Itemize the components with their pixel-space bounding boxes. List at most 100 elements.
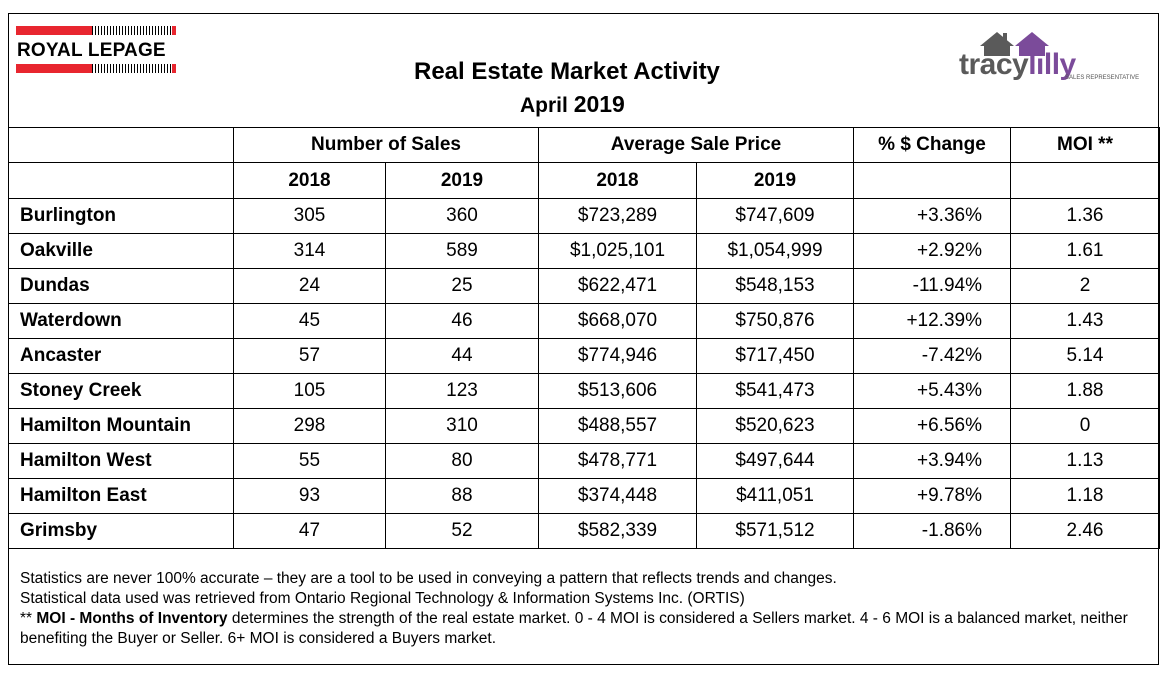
sales-2019: 80	[385, 443, 539, 479]
price-2018: $374,448	[538, 478, 697, 514]
sales-2019: 88	[385, 478, 539, 514]
sales-2018: 105	[233, 373, 386, 409]
percent-change: +12.39%	[853, 303, 1011, 339]
sales-2018: 314	[233, 233, 386, 269]
header-moi: MOI **	[1010, 127, 1160, 163]
header-year: 2019	[385, 162, 539, 199]
price-2019: $520,623	[696, 408, 854, 444]
logo-tagline: SALES REPRESENTATIVE	[1065, 75, 1140, 81]
percent-change: +5.43%	[853, 373, 1011, 409]
price-2018: $668,070	[538, 303, 697, 339]
table-row: Hamilton East 93 88 $374,448 $411,051 +9.78% 1…	[8, 478, 1160, 514]
header-percent-change: % $ Change	[853, 127, 1011, 163]
market-activity-table: Number of Sales Average Sale Price % $ C…	[8, 127, 1160, 549]
moi-value: 0	[1010, 408, 1160, 444]
price-2018: $723,289	[538, 198, 697, 234]
year-blank	[8, 162, 234, 199]
sales-2019: 46	[385, 303, 539, 339]
percent-change: +6.56%	[853, 408, 1011, 444]
subtitle-month: April	[520, 94, 568, 117]
logo-word-2: lilly	[1028, 48, 1076, 81]
town-name: Dundas	[8, 268, 234, 304]
table-row: Hamilton West 55 80 $478,771 $497,644 +3.94% 1…	[8, 443, 1160, 479]
percent-change: -1.86%	[853, 513, 1011, 549]
moi-value: 1.18	[1010, 478, 1160, 514]
sales-2019: 123	[385, 373, 539, 409]
sales-2018: 305	[233, 198, 386, 234]
sales-2018: 57	[233, 338, 386, 374]
footnote-prefix: **	[20, 610, 37, 627]
page-title: Real Estate Market Activity	[414, 58, 720, 85]
town-name: Burlington	[8, 198, 234, 234]
sales-2019: 25	[385, 268, 539, 304]
percent-change: -7.42%	[853, 338, 1011, 374]
header-year: 2018	[233, 162, 386, 199]
table-row: Oakville 314 589 $1,025,101 $1,054,999 +2.92%…	[8, 233, 1160, 269]
sales-2018: 298	[233, 408, 386, 444]
price-2018: $478,771	[538, 443, 697, 479]
town-name: Hamilton East	[8, 478, 234, 514]
footnote-moi-term: MOI - Months of Inventory	[36, 610, 228, 627]
town-name: Oakville	[8, 233, 234, 269]
sales-2018: 45	[233, 303, 386, 339]
price-2018: $622,471	[538, 268, 697, 304]
town-name: Hamilton West	[8, 443, 234, 479]
price-2019: $497,644	[696, 443, 854, 479]
percent-change: +9.78%	[853, 478, 1011, 514]
year-blank	[853, 162, 1011, 199]
table-row: Stoney Creek 105 123 $513,606 $541,473 +5.43%…	[8, 373, 1160, 409]
header-number-of-sales: Number of Sales	[233, 127, 539, 163]
footnote-line: Statistics are never 100% accurate – the…	[20, 570, 837, 587]
table-row: Ancaster 57 44 $774,946 $717,450 -7.42% 5.14	[8, 338, 1160, 374]
moi-value: 2	[1010, 268, 1160, 304]
price-2019: $411,051	[696, 478, 854, 514]
moi-value: 5.14	[1010, 338, 1160, 374]
town-name: Waterdown	[8, 303, 234, 339]
percent-change: +3.36%	[853, 198, 1011, 234]
logo-barcode-top	[92, 26, 172, 35]
table-header-row: Number of Sales Average Sale Price % $ C…	[8, 127, 1160, 163]
logo-word-1: tracy	[959, 48, 1029, 81]
price-2019: $541,473	[696, 373, 854, 409]
price-2018: $582,339	[538, 513, 697, 549]
town-name: Grimsby	[8, 513, 234, 549]
footnote-line: Statistical data used was retrieved from…	[20, 590, 745, 607]
moi-value: 2.46	[1010, 513, 1160, 549]
moi-value: 1.61	[1010, 233, 1160, 269]
header-average-sale-price: Average Sale Price	[538, 127, 854, 163]
house-icon	[980, 32, 1049, 56]
subtitle-year: 2019	[573, 91, 625, 117]
sales-2019: 310	[385, 408, 539, 444]
price-2018: $513,606	[538, 373, 697, 409]
percent-change: +3.94%	[853, 443, 1011, 479]
price-2019: $717,450	[696, 338, 854, 374]
moi-value: 1.13	[1010, 443, 1160, 479]
table-row: Burlington 305 360 $723,289 $747,609 +3.36% 1.…	[8, 198, 1160, 234]
sales-2019: 52	[385, 513, 539, 549]
logo-wordmark: tracylilly	[959, 48, 1076, 82]
sales-2019: 44	[385, 338, 539, 374]
table-year-row: 2018 2019 2018 2019	[8, 162, 1160, 199]
table-row: Waterdown 45 46 $668,070 $750,876 +12.39% 1.43	[8, 303, 1160, 339]
table-row: Dundas 24 25 $622,471 $548,153 -11.94% 2	[8, 268, 1160, 304]
price-2018: $1,025,101	[538, 233, 697, 269]
footnote-moi-text: determines the strength of the real esta…	[20, 610, 1128, 647]
sales-2019: 360	[385, 198, 539, 234]
header-blank	[8, 127, 234, 163]
footnote-moi: ** MOI - Months of Inventory determines …	[20, 609, 1140, 649]
moi-value: 1.43	[1010, 303, 1160, 339]
sales-2018: 47	[233, 513, 386, 549]
town-name: Hamilton Mountain	[8, 408, 234, 444]
year-blank	[1010, 162, 1160, 199]
table-row: Hamilton Mountain 298 310 $488,557 $520,623 +…	[8, 408, 1160, 444]
header-year: 2019	[696, 162, 854, 199]
moi-value: 1.36	[1010, 198, 1160, 234]
logo-text: ROYAL LEPAGE	[17, 40, 166, 61]
price-2019: $571,512	[696, 513, 854, 549]
royal-lepage-logo: ROYAL LEPAGE	[16, 12, 176, 76]
town-name: Ancaster	[8, 338, 234, 374]
logo-barcode-bottom	[92, 64, 172, 73]
sales-2018: 24	[233, 268, 386, 304]
sales-2018: 55	[233, 443, 386, 479]
price-2019: $750,876	[696, 303, 854, 339]
